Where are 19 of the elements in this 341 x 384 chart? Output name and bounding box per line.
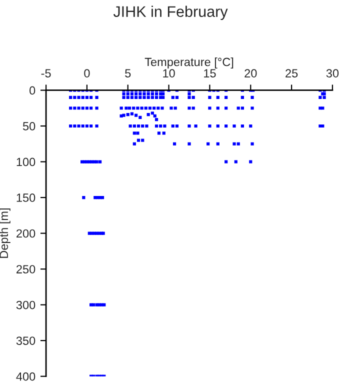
x-tick-label: 20 bbox=[244, 69, 257, 78]
x-axis-title: Temperature [°C] bbox=[144, 57, 234, 68]
y-tick-label: 50 bbox=[22, 122, 36, 130]
x-tick-label: 25 bbox=[286, 69, 298, 78]
chart-title: JIHK in February bbox=[113, 6, 228, 20]
x-tick-label: 5 bbox=[125, 69, 131, 78]
y-tick-label: 400 bbox=[16, 372, 36, 381]
y-tick-label: 0 bbox=[30, 86, 36, 95]
y-tick-label: 250 bbox=[16, 265, 36, 274]
x-tick-label: 10 bbox=[163, 69, 175, 78]
y-tick-label: 350 bbox=[16, 336, 36, 345]
x-tick-label: 15 bbox=[204, 69, 216, 78]
x-tick-label: -5 bbox=[41, 69, 51, 78]
y-tick-label: 150 bbox=[16, 194, 36, 202]
y-tick-label: 100 bbox=[16, 158, 36, 166]
x-tick-label: 30 bbox=[326, 69, 339, 78]
y-tick-label: 300 bbox=[16, 300, 36, 310]
x-tick-label: 0 bbox=[84, 69, 90, 78]
y-tick-label: 200 bbox=[16, 229, 36, 238]
